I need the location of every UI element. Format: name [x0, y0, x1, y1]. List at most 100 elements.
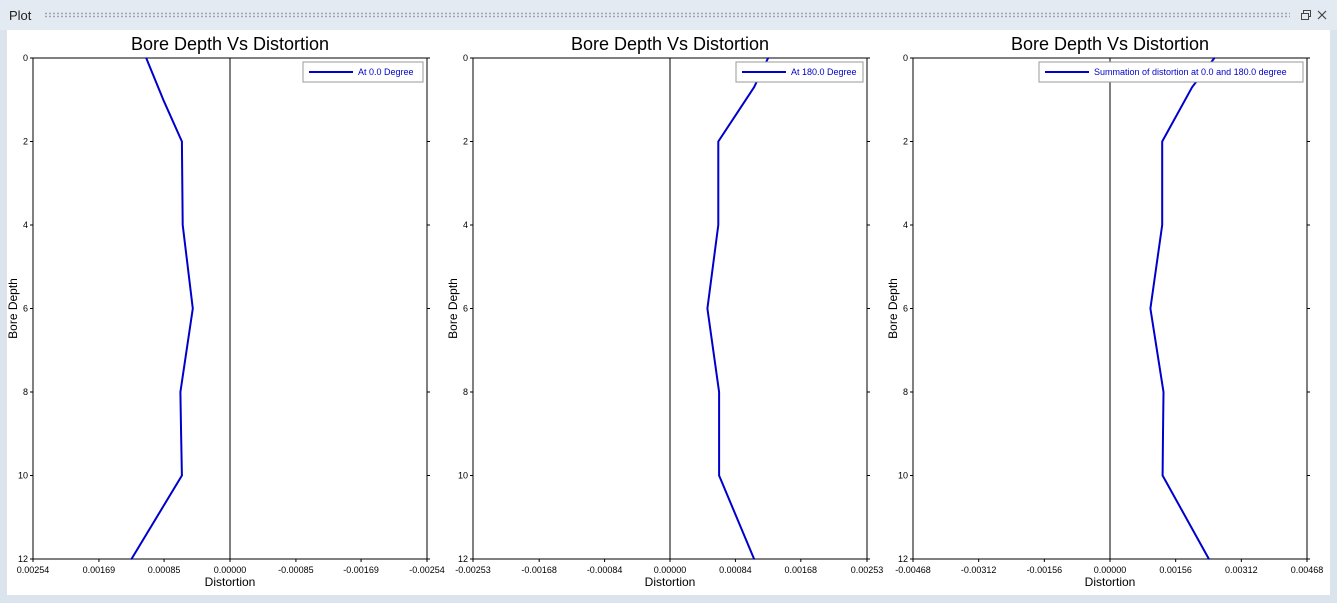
- x-tick-label: 0.00000: [1094, 565, 1127, 575]
- plot-area: Bore Depth Vs Distortion 0 2 4 6 8 10 12 0.00254…: [7, 30, 1330, 595]
- data-point: [130, 558, 133, 560]
- data-point: [767, 57, 769, 59]
- data-point: [191, 307, 194, 310]
- y-tick-label: 4: [463, 220, 468, 230]
- data-point: [179, 391, 182, 393]
- data-point: [753, 558, 755, 560]
- close-icon[interactable]: [1315, 8, 1329, 22]
- y-tick-label: 4: [23, 220, 28, 230]
- legend-label: At 0.0 Degree: [358, 67, 414, 77]
- y-tick-label: 8: [463, 387, 468, 397]
- data-point: [717, 224, 720, 226]
- y-tick-label: 10: [898, 471, 908, 481]
- legend-label: At 180.0 Degree: [791, 67, 857, 77]
- y-tick-label: 2: [463, 137, 468, 147]
- series-line: [706, 57, 770, 560]
- x-tick-label: -0.00312: [961, 565, 997, 575]
- y-tick-label: 2: [903, 137, 908, 147]
- legend-box: [1038, 61, 1304, 83]
- restore-icon[interactable]: [1299, 8, 1313, 22]
- chart-title: Bore Depth Vs Distortion: [1011, 34, 1209, 54]
- x-axis-title: Distortion: [645, 575, 696, 589]
- charts-canvas: Bore Depth Vs Distortion0246810120.00254…: [7, 34, 1323, 589]
- data-point: [145, 57, 148, 59]
- data-point: [1162, 432, 1164, 435]
- data-point: [718, 432, 720, 435]
- y-tick-label: 8: [903, 387, 908, 397]
- y-tick-label: 8: [23, 387, 28, 397]
- x-tick-label: 0.00168: [785, 565, 818, 575]
- data-point: [1208, 558, 1210, 560]
- y-tick-label: 10: [458, 471, 468, 481]
- chart-title: Bore Depth Vs Distortion: [131, 34, 329, 54]
- x-tick-label: 0.00085: [148, 565, 181, 575]
- y-axis-title: Bore Depth: [886, 278, 900, 339]
- series-line: [130, 57, 194, 560]
- x-tick-label: -0.00468: [895, 565, 931, 575]
- y-axis-title: Bore Depth: [446, 278, 460, 339]
- chart-3: Bore Depth Vs Distortion 0 2 4 6 8 10 12-0.0046…: [886, 34, 1323, 589]
- legend-box: [302, 61, 424, 83]
- chart-2: Bore Depth Vs Distortion 0 2 4 6 8 10 12-0.0025…: [446, 34, 883, 589]
- drag-grip-handle[interactable]: [44, 12, 1290, 18]
- x-tick-label: -0.00254: [409, 565, 445, 575]
- x-tick-label: 0.00254: [17, 565, 50, 575]
- x-tick-label: 0.00084: [719, 565, 752, 575]
- y-tick-label: 12: [898, 554, 908, 564]
- y-axis-title: Bore Depth: [7, 278, 20, 339]
- data-point: [706, 307, 709, 310]
- y-tick-label: 0: [463, 53, 468, 63]
- data-point: [1161, 140, 1163, 143]
- y-tick-label: 6: [463, 304, 468, 314]
- data-point: [717, 140, 720, 143]
- y-tick-label: 2: [23, 137, 28, 147]
- y-tick-label: 10: [18, 471, 28, 481]
- legend: At 0.0 Degree: [302, 61, 424, 83]
- series-line: [1149, 57, 1216, 560]
- panel-title: Plot: [9, 7, 32, 23]
- data-point: [718, 391, 720, 393]
- data-point: [181, 474, 183, 477]
- x-tick-label: 0.00000: [654, 565, 687, 575]
- y-tick-label: 12: [458, 554, 468, 564]
- chart-1: Bore Depth Vs Distortion 0 2 4 6 8 10 120.00254…: [7, 34, 445, 589]
- x-tick-label: -0.00085: [278, 565, 314, 575]
- x-tick-label: -0.00169: [343, 565, 379, 575]
- x-tick-label: -0.00156: [1027, 565, 1063, 575]
- data-point: [1191, 86, 1193, 89]
- x-axis-title: Distortion: [205, 575, 256, 589]
- data-point: [1213, 57, 1216, 59]
- chart-title: Bore Depth Vs Distortion: [571, 34, 769, 54]
- panel-titlebar[interactable]: Plot: [0, 0, 1337, 30]
- x-tick-label: 0.00169: [83, 565, 116, 575]
- y-tick-label: 12: [18, 554, 28, 564]
- y-tick-label: 6: [903, 304, 908, 314]
- x-tick-label: 0.00312: [1225, 565, 1258, 575]
- data-point: [181, 140, 183, 143]
- data-point: [162, 98, 165, 101]
- x-tick-label: -0.00253: [455, 565, 491, 575]
- y-tick-label: 4: [903, 220, 908, 230]
- x-tick-label: 0.00156: [1159, 565, 1192, 575]
- data-point: [1161, 474, 1164, 477]
- data-point: [1161, 224, 1163, 226]
- x-tick-label: 0.00468: [1291, 565, 1324, 575]
- data-point: [753, 86, 755, 89]
- legend-box: [735, 61, 864, 83]
- data-point: [1162, 391, 1165, 393]
- y-tick-label: 6: [23, 304, 28, 314]
- y-tick-label: 0: [23, 53, 28, 63]
- data-point: [180, 432, 182, 435]
- data-point: [1149, 307, 1152, 310]
- x-tick-label: -0.00084: [587, 565, 623, 575]
- data-point: [718, 474, 720, 477]
- x-tick-label: 0.00253: [851, 565, 884, 575]
- legend-label: Summation of distortion at 0.0 and 180.0…: [1094, 67, 1287, 77]
- data-point: [181, 224, 184, 226]
- x-tick-label: -0.00168: [521, 565, 557, 575]
- x-axis-title: Distortion: [1085, 575, 1136, 589]
- x-tick-label: 0.00000: [214, 565, 247, 575]
- legend: Summation of distortion at 0.0 and 180.0…: [1038, 61, 1304, 83]
- legend: At 180.0 Degree: [735, 61, 864, 83]
